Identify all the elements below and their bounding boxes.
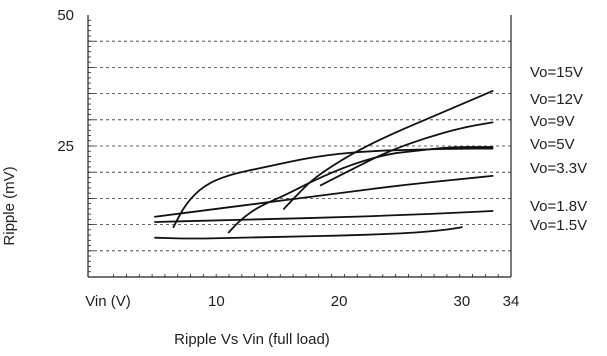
x-tick-label: 20: [331, 293, 348, 310]
y-tick-label: 25: [57, 138, 74, 155]
series-line-vo-15v: [172, 147, 494, 229]
series-line-vo-1-5v: [154, 226, 463, 240]
series-line-vo-3-3v: [154, 174, 494, 218]
legend-label: Vo=1.5V: [530, 217, 587, 234]
axis-ticks: [88, 19, 512, 277]
y-axis-label: Ripple (mV): [1, 166, 18, 245]
x-axis-label: Vin (V): [85, 293, 131, 310]
series-line-vo-9v: [319, 121, 494, 187]
legend-label: Vo=1.8V: [530, 198, 587, 215]
grid-lines: [88, 40, 511, 252]
series-lines: [154, 90, 494, 240]
chart-caption: Ripple Vs Vin (full load): [174, 331, 330, 348]
series-line-vo-5v: [227, 146, 494, 234]
series-line-vo-1-8v: [154, 210, 494, 223]
x-tick-label: 30: [454, 293, 471, 310]
x-tick-label: 10: [208, 293, 225, 310]
legend-label: Vo=9V: [530, 113, 575, 130]
legend: Vo=15V Vo=12V Vo=9V Vo=5V Vo=3.3V Vo=1.8V Vo=1…: [530, 64, 587, 234]
y-tick-label: 50: [57, 7, 74, 24]
legend-label: Vo=15V: [530, 64, 583, 81]
legend-label: Vo=3.3V: [530, 160, 587, 177]
legend-label: Vo=5V: [530, 136, 575, 153]
x-tick-label: 34: [503, 293, 520, 310]
legend-label: Vo=12V: [530, 91, 583, 108]
